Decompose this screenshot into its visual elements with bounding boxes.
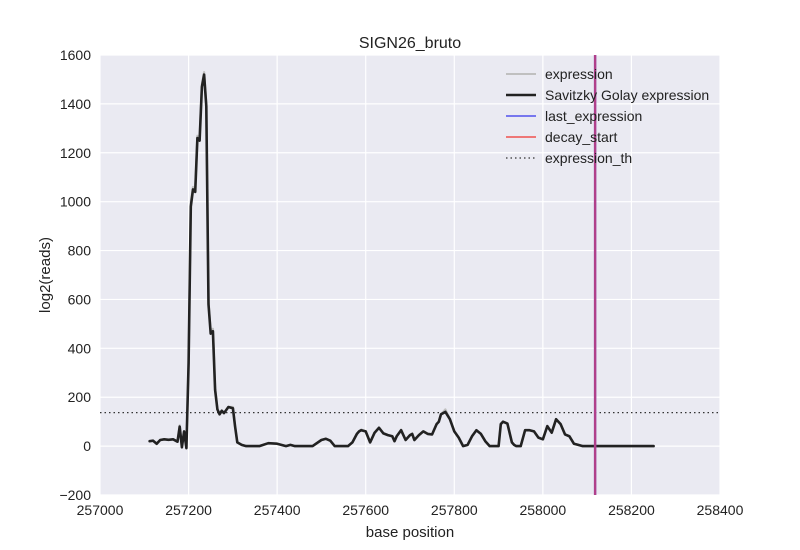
- legend-label-savgol: Savitzky Golay expression: [545, 87, 709, 103]
- plot-background: [100, 55, 720, 495]
- x-tick-label: 257600: [342, 502, 389, 518]
- y-axis-title: log2(reads): [37, 237, 54, 313]
- legend-label-decay_start: decay_start: [545, 129, 617, 145]
- savitzky-golay-line: [148, 73, 655, 450]
- x-tick-labels: 257000 257200 257400 257600 257800 258000 2582…: [77, 502, 744, 518]
- y-tick-label: 800: [68, 243, 92, 259]
- y-tick-label: 600: [68, 291, 92, 307]
- legend-label-expression: expression: [545, 66, 613, 82]
- y-tick-label: 1600: [60, 47, 91, 63]
- legend-label-last_expression: last_expression: [545, 108, 642, 124]
- x-axis-title: base position: [366, 524, 454, 541]
- x-tick-label: 257400: [254, 502, 301, 518]
- y-tick-label: 1000: [60, 194, 91, 210]
- x-tick-label: 257000: [77, 502, 124, 518]
- x-tick-label: 258400: [697, 502, 744, 518]
- y-tick-label: 400: [68, 340, 92, 356]
- x-tick-label: 258200: [608, 502, 655, 518]
- y-tick-label: 0: [83, 438, 91, 454]
- y-tick-label: 1400: [60, 96, 91, 112]
- y-tick-label: 1200: [60, 145, 91, 161]
- x-tick-label: 258000: [519, 502, 566, 518]
- chart-title: SIGN26_bruto: [359, 35, 461, 52]
- y-tick-label: 200: [68, 389, 92, 405]
- series-layer: [148, 70, 655, 450]
- x-tick-label: 257200: [165, 502, 212, 518]
- legend-label-threshold: expression_th: [545, 150, 632, 166]
- y-tick-labels: −200 0 200 400 600 800 1000 1200 1400 1600: [59, 47, 91, 503]
- y-tick-label: −200: [59, 487, 91, 503]
- x-tick-label: 257800: [431, 502, 478, 518]
- legend: expression Savitzky Golay expression last_…: [506, 66, 709, 166]
